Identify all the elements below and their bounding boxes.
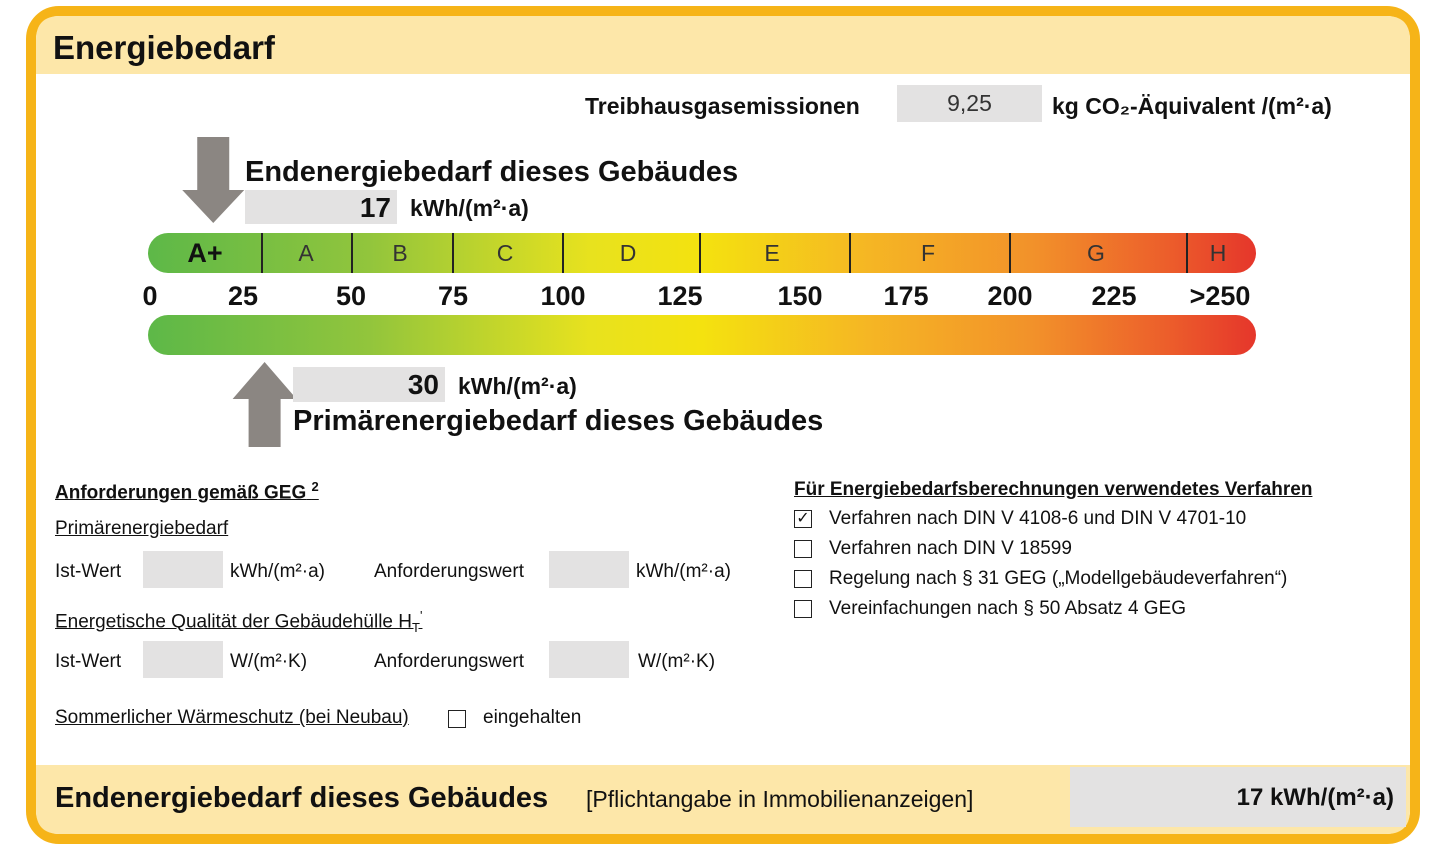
procedures-title: Für Energiebedarfsberechnungen verwendet… <box>794 479 1313 500</box>
input-box <box>549 641 629 678</box>
tick-label: 50 <box>335 281 367 311</box>
summer-option: eingehalten <box>483 707 582 728</box>
tick-label: 25 <box>227 281 259 311</box>
envelope-label: Energetische Qualität der Gebäudehülle H… <box>55 609 422 634</box>
gradient-bar <box>148 315 1256 355</box>
primary-energy-unit: kWh/(m²·a) <box>458 373 577 399</box>
procedure-label: Verfahren nach DIN V 18599 <box>829 538 1072 559</box>
unit: W/(m²·K) <box>638 651 716 672</box>
procedure-label: Regelung nach § 31 GEG („Modellgebäudeve… <box>829 568 1288 589</box>
tick-label: 225 <box>1091 281 1137 311</box>
envelope-prime: ' <box>419 608 423 623</box>
tick-label: 150 <box>777 281 823 311</box>
footer-value-box <box>1070 767 1406 827</box>
header-band <box>36 16 1410 74</box>
checkbox[interactable] <box>794 540 812 558</box>
footer-band <box>36 765 1410 834</box>
tick-label: 0 <box>142 281 158 311</box>
footnote: 2 <box>311 479 319 494</box>
procedure-label: Vereinfachungen nach § 50 Absatz 4 GEG <box>829 598 1187 619</box>
req-label: Anforderungswert <box>374 561 524 582</box>
class-label: A+ <box>187 238 223 268</box>
class-label: G <box>1087 240 1105 266</box>
tick-label: 125 <box>657 281 703 311</box>
tick-label: 100 <box>540 281 586 311</box>
emissions-value: 9,25 <box>947 90 992 116</box>
title: Energiebedarf <box>53 29 275 66</box>
unit: kWh/(m²·a) <box>636 561 731 582</box>
unit: W/(m²·K) <box>230 651 308 672</box>
footer-note: [Pflichtangabe in Immobilienanzeigen] <box>586 786 974 812</box>
footer-value: 17 kWh/(m²·a) <box>1236 784 1394 811</box>
input-box <box>143 551 223 588</box>
tick-label: 200 <box>987 281 1033 311</box>
checkbox[interactable] <box>448 710 466 728</box>
envelope-sub: T <box>412 620 420 636</box>
class-label: C <box>496 240 514 266</box>
primary-energy-label: Primärenergiebedarf dieses Gebäudes <box>293 405 824 437</box>
primary-req-label: Primärenergiebedarf <box>55 518 229 539</box>
envelope-label-text: Energetische Qualität der Gebäudehülle H <box>55 611 413 633</box>
emissions-label: Treibhausgasemissionen <box>585 93 860 119</box>
input-box <box>143 641 223 678</box>
class-label: B <box>392 240 408 266</box>
class-bar <box>148 233 1256 273</box>
req-label: Anforderungswert <box>374 651 524 672</box>
class-label: F <box>920 240 936 266</box>
class-label: E <box>764 240 780 266</box>
emissions-unit: kg CO₂-Äquivalent /(m²·a) <box>1052 93 1332 119</box>
ist-label: Ist-Wert <box>55 561 122 582</box>
primary-energy-box <box>293 367 445 402</box>
class-label: D <box>619 240 637 266</box>
unit: kWh/(m²·a) <box>230 561 325 582</box>
requirements-title-text: Anforderungen gemäß GEG <box>55 482 307 504</box>
tick-label: 75 <box>437 281 469 311</box>
requirements-title: Anforderungen gemäß GEG 2 <box>55 480 319 502</box>
footer-label: Endenergiebedarf dieses Gebäudes <box>55 782 549 814</box>
checkbox[interactable] <box>794 600 812 618</box>
checkbox[interactable] <box>794 570 812 588</box>
class-label: H <box>1209 240 1227 266</box>
end-energy-arrow <box>182 137 245 223</box>
primary-energy-value: 30 <box>407 369 439 400</box>
tick-label: >250 <box>1189 281 1251 311</box>
primary-energy-arrow <box>232 362 297 447</box>
end-energy-unit: kWh/(m²·a) <box>410 195 529 221</box>
tick-label: 175 <box>883 281 929 311</box>
class-label: A <box>298 240 314 266</box>
procedure-label: Verfahren nach DIN V 4108-6 und DIN V 47… <box>829 508 1247 529</box>
end-energy-value: 17 <box>359 192 391 223</box>
end-energy-box <box>245 190 397 224</box>
ist-label: Ist-Wert <box>55 651 122 672</box>
end-energy-label: Endenergiebedarf dieses Gebäudes <box>245 156 739 188</box>
checkbox[interactable]: ✓ <box>794 510 812 528</box>
input-box <box>549 551 629 588</box>
emissions-box <box>897 85 1042 122</box>
summer-label: Sommerlicher Wärmeschutz (bei Neubau) <box>55 707 409 728</box>
